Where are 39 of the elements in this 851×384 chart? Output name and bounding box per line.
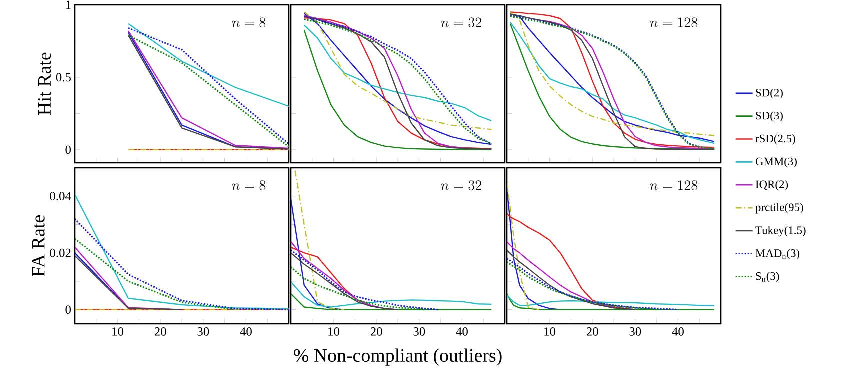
annotation: $n = 128$ [650, 18, 698, 28]
x-tick-label: 40 [672, 328, 684, 336]
x-tick-label: 40 [240, 328, 252, 336]
y-tick-label: 1 [66, 0, 71, 10]
y-tick-label: 0.02 [50, 248, 71, 258]
legend-label: GMM(3) [756, 157, 797, 168]
x-tick-label: 40 [456, 328, 468, 336]
x-tick-label: 30 [630, 328, 642, 336]
legend-label: Tukey(1.5) [756, 226, 806, 237]
x-tick-label: 10 [544, 328, 556, 336]
legend-label: IQR(2) [756, 180, 788, 191]
y-tick-label: 0 [66, 146, 72, 154]
x-tick-label: 30 [198, 328, 210, 336]
y-axis-title: FA Rate [32, 216, 45, 277]
y-tick-label: 0 [66, 306, 72, 314]
x-tick-label: 10 [112, 328, 124, 336]
annotation: $n = 8$ [232, 18, 266, 28]
y-tick-label: 0.5 [56, 73, 71, 82]
line-series [75, 218, 289, 311]
legend-label: SD(3) [756, 112, 783, 122]
legend-label: prctile(95) [756, 203, 804, 214]
annotation: $n = 32$ [441, 180, 482, 190]
y-tick-label: 0.04 [50, 192, 72, 201]
annotation: $n = 128$ [650, 180, 698, 190]
legend-label: SD(2) [756, 88, 783, 100]
x-axis-title: % Non-compliant (outliers) [294, 348, 502, 366]
x-tick-label: 10 [328, 328, 340, 336]
annotation: $n = 32$ [441, 18, 482, 28]
line-series [75, 238, 236, 311]
y-axis-title: Hit Rate [38, 52, 52, 116]
annotation: $n = 8$ [232, 180, 266, 190]
legend-label: S$_{n}$(3) [756, 272, 780, 282]
line-series [75, 194, 289, 310]
legend-label: rSD(2.5) [756, 134, 796, 145]
x-tick-label: 30 [414, 328, 426, 336]
x-tick-label: 20 [586, 328, 598, 336]
x-tick-label: 20 [154, 328, 166, 336]
x-tick-label: 20 [370, 328, 382, 336]
legend-label: MAD$_{n}$(3) [756, 249, 800, 260]
